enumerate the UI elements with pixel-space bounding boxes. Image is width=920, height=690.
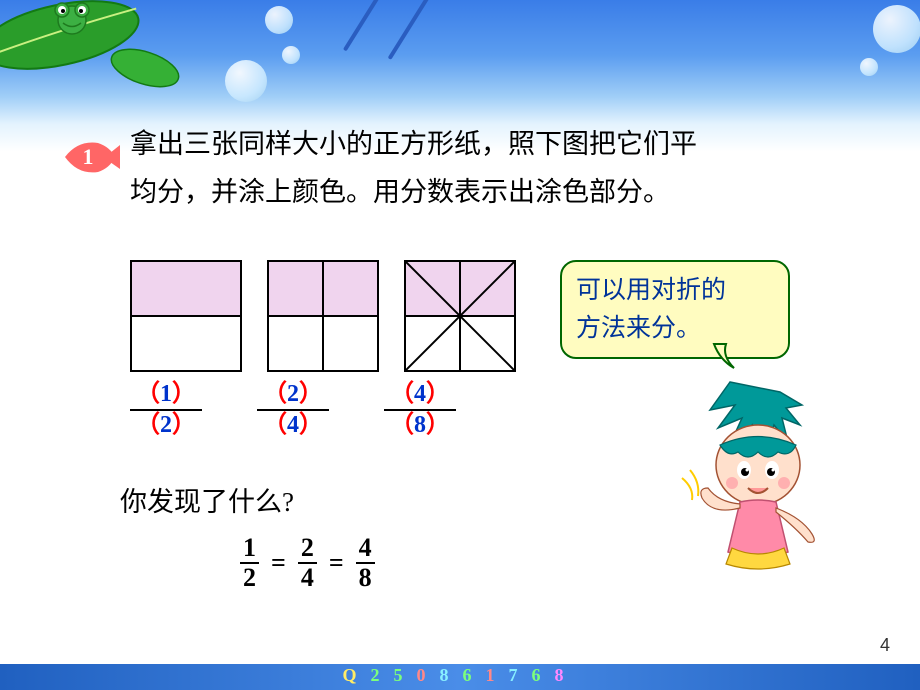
footer-char: 2 xyxy=(371,665,394,685)
tip-bubble-tail xyxy=(712,342,742,370)
fraction-3: （4） （8） xyxy=(384,380,456,440)
badge-number: 1 xyxy=(83,144,94,169)
footer-char: 5 xyxy=(394,665,417,685)
footer-char: 0 xyxy=(417,665,440,685)
fraction-1: （1） （2） xyxy=(130,380,202,440)
footer-bar: Q250861768 xyxy=(0,664,920,690)
fractions-row: （1） （2） （2） （4） （4） （8） xyxy=(130,380,456,440)
sky-decor xyxy=(0,0,920,120)
tip-line1: 可以用对折的 xyxy=(576,277,726,304)
eq-frac-1: 1 2 xyxy=(240,535,259,591)
leaf-frog-decor xyxy=(0,0,920,120)
footer-char: 8 xyxy=(440,665,463,685)
instruction-line2: 均分，并涂上颜色。用分数表示出涂色部分。 xyxy=(130,177,670,207)
instruction-line1: 拿出三张同样大小的正方形纸，照下图把它们平 xyxy=(130,129,697,159)
footer-char: 7 xyxy=(509,665,532,685)
square-half xyxy=(130,260,242,372)
footer-char: 1 xyxy=(486,665,509,685)
fraction-2: （2） （4） xyxy=(257,380,329,440)
cartoon-doll xyxy=(640,370,830,570)
question-text: 你发现了什么? xyxy=(120,480,294,519)
square-quarter xyxy=(267,260,379,372)
equation-row: 1 2 = 2 4 = 4 8 xyxy=(240,535,375,591)
fish-badge: 1 xyxy=(60,135,120,180)
page-number: 4 xyxy=(880,635,890,656)
squares-row xyxy=(130,260,516,372)
eq-frac-3: 4 8 xyxy=(356,535,375,591)
eq-frac-2: 2 4 xyxy=(298,535,317,591)
instruction-text: 拿出三张同样大小的正方形纸，照下图把它们平 均分，并涂上颜色。用分数表示出涂色部… xyxy=(130,120,870,216)
eq-sign-2: = xyxy=(329,548,344,578)
eq-sign-1: = xyxy=(271,548,286,578)
tip-bubble: 可以用对折的 方法来分。 xyxy=(560,260,790,359)
footer-char: Q xyxy=(342,665,370,685)
footer-char: 8 xyxy=(555,665,578,685)
main-content: 1 拿出三张同样大小的正方形纸，照下图把它们平 均分，并涂上颜色。用分数表示出涂… xyxy=(50,120,870,216)
footer-char: 6 xyxy=(532,665,555,685)
square-eighth xyxy=(404,260,516,372)
tip-line2: 方法来分。 xyxy=(576,315,701,342)
footer-char: 6 xyxy=(463,665,486,685)
